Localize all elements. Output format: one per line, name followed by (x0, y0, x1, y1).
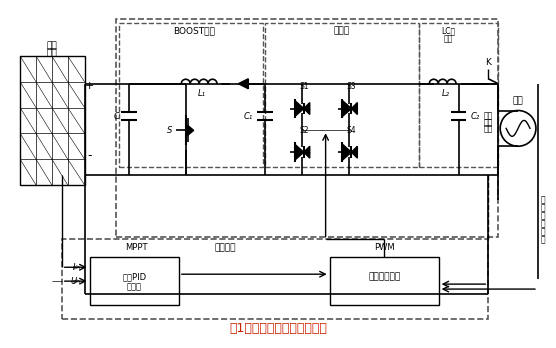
Bar (116, 19, 498, 237)
Polygon shape (239, 79, 248, 89)
Text: 样: 样 (540, 203, 545, 212)
Bar (265, 23, 419, 167)
Text: 控制器: 控制器 (127, 283, 142, 292)
Text: C: C (113, 112, 120, 121)
Text: U: U (71, 277, 77, 286)
Text: S3: S3 (346, 82, 356, 91)
Text: 电流滞环比较: 电流滞环比较 (368, 273, 400, 282)
Text: S2: S2 (299, 126, 309, 135)
Bar (120, 23, 263, 167)
Text: BOOST电路: BOOST电路 (173, 27, 215, 35)
Text: 电网: 电网 (513, 96, 523, 105)
Text: 压: 压 (540, 219, 545, 228)
Text: C₁: C₁ (244, 112, 253, 121)
Bar (419, 23, 498, 167)
Polygon shape (304, 146, 310, 158)
Text: L₁: L₁ (197, 89, 206, 98)
Polygon shape (342, 101, 351, 117)
Text: 号: 号 (540, 235, 545, 244)
Text: 阵列: 阵列 (47, 48, 57, 57)
Text: 采样: 采样 (484, 111, 493, 120)
Text: PWM: PWM (374, 243, 394, 252)
Polygon shape (295, 101, 304, 117)
Text: 模糊PID: 模糊PID (122, 273, 146, 282)
Text: ph: ph (73, 279, 81, 284)
Text: ph: ph (73, 265, 81, 270)
Text: 光伏: 光伏 (47, 41, 57, 50)
Bar (330, 257, 439, 305)
Text: K: K (485, 58, 492, 68)
Text: 信号: 信号 (484, 125, 493, 134)
Text: 信: 信 (540, 227, 545, 236)
Polygon shape (295, 144, 304, 160)
Text: C₂: C₂ (470, 112, 480, 121)
Text: 逆变器: 逆变器 (334, 27, 350, 35)
Text: 波器: 波器 (444, 34, 453, 44)
Polygon shape (188, 125, 193, 135)
Text: 图1：光伏逆变器拓扑电路图: 图1：光伏逆变器拓扑电路图 (229, 322, 327, 335)
Text: 电: 电 (540, 211, 545, 220)
Text: 电流: 电流 (484, 118, 493, 127)
Text: S: S (167, 126, 172, 135)
Text: 采: 采 (540, 195, 545, 204)
Text: MPPT: MPPT (125, 243, 147, 252)
Polygon shape (304, 103, 310, 114)
Bar (62, 239, 488, 319)
Polygon shape (342, 144, 351, 160)
Bar (20, 56, 85, 185)
Text: S4: S4 (346, 126, 356, 135)
Text: +: + (85, 81, 94, 91)
Text: 控制系统: 控制系统 (215, 243, 236, 252)
Text: -: - (87, 149, 92, 162)
Text: I: I (72, 263, 75, 272)
Polygon shape (351, 103, 358, 114)
Bar (90, 257, 179, 305)
Text: LC滤: LC滤 (441, 27, 456, 35)
Text: L₂: L₂ (441, 89, 450, 98)
Polygon shape (351, 146, 358, 158)
Text: S1: S1 (299, 82, 309, 91)
